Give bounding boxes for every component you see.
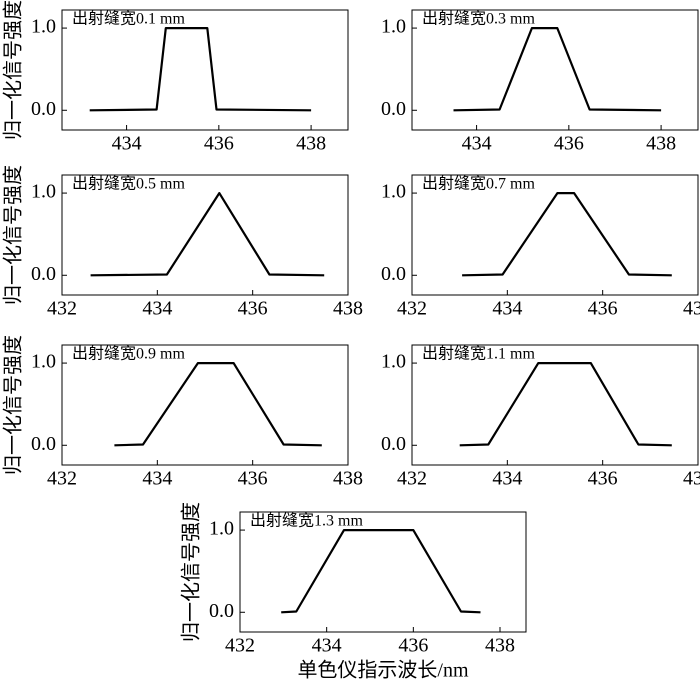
x-tick-label: 438 [683,298,700,320]
x-tick-label: 438 [333,468,363,490]
x-axis-label: 单色仪指示波长/nm [297,659,469,682]
profile-line [90,192,325,277]
y-axis-label: 归一化信号强度 [2,165,25,305]
plot-frame [239,511,527,633]
x-tick-label: 432 [397,298,427,320]
y-tick-label: 0.0 [381,98,406,120]
x-tick-label: 434 [462,133,492,155]
x-tick-label: 438 [646,133,676,155]
y-tick-label: 1.0 [31,351,56,373]
x-tick-label: 436 [588,468,618,490]
y-tick-label: 0.0 [381,433,406,455]
annotation: 出射缝宽1.1 mm [422,345,535,363]
x-tick-label: 432 [47,468,77,490]
plot-frame [411,174,699,296]
x-tick-label: 432 [225,635,255,657]
x-tick-label: 434 [112,133,142,155]
x-tick-label: 436 [238,298,268,320]
annotation: 出射缝宽0.9 mm [72,345,185,363]
y-tick-label: 1.0 [209,518,234,540]
x-tick-label: 438 [683,468,700,490]
x-tick-label: 436 [398,635,428,657]
x-tick-label: 434 [312,635,342,657]
y-tick-label: 0.0 [31,433,56,455]
x-tick-label: 434 [492,468,522,490]
profile-line [453,27,662,112]
profile-line [462,192,672,277]
annotation: 出射缝宽1.3 mm [250,512,363,530]
y-tick-label: 0.0 [381,263,406,285]
annotation: 出射缝宽0.5 mm [72,175,185,193]
profile-line [459,362,672,447]
x-tick-label: 436 [204,133,234,155]
plot-frame [61,9,349,131]
profile-line [114,362,322,447]
x-tick-label: 432 [47,298,77,320]
plot-frame [411,9,699,131]
plot-frame [411,344,699,466]
x-tick-label: 434 [492,298,522,320]
y-tick-label: 0.0 [209,600,234,622]
y-axis-label: 归一化信号强度 [2,335,25,475]
annotation: 出射缝宽0.7 mm [422,175,535,193]
x-tick-label: 438 [485,635,515,657]
x-tick-label: 434 [142,298,172,320]
plot-frame [61,344,349,466]
x-tick-label: 432 [397,468,427,490]
y-tick-label: 1.0 [31,16,56,38]
y-tick-label: 0.0 [31,263,56,285]
x-tick-label: 434 [142,468,172,490]
y-tick-label: 1.0 [381,181,406,203]
x-tick-label: 436 [554,133,584,155]
y-axis-label: 归一化信号强度 [2,0,25,140]
x-tick-label: 436 [238,468,268,490]
profile-line [89,27,312,112]
plot-frame [61,174,349,296]
y-tick-label: 1.0 [381,16,406,38]
x-tick-label: 436 [588,298,618,320]
x-tick-label: 438 [296,133,326,155]
y-tick-label: 0.0 [31,98,56,120]
y-axis-label: 归一化信号强度 [180,502,203,642]
y-tick-label: 1.0 [31,181,56,203]
annotation: 出射缝宽0.1 mm [72,10,185,28]
y-tick-label: 1.0 [381,351,406,373]
annotation: 出射缝宽0.3 mm [422,10,535,28]
profile-line [281,529,481,614]
x-tick-label: 438 [333,298,363,320]
